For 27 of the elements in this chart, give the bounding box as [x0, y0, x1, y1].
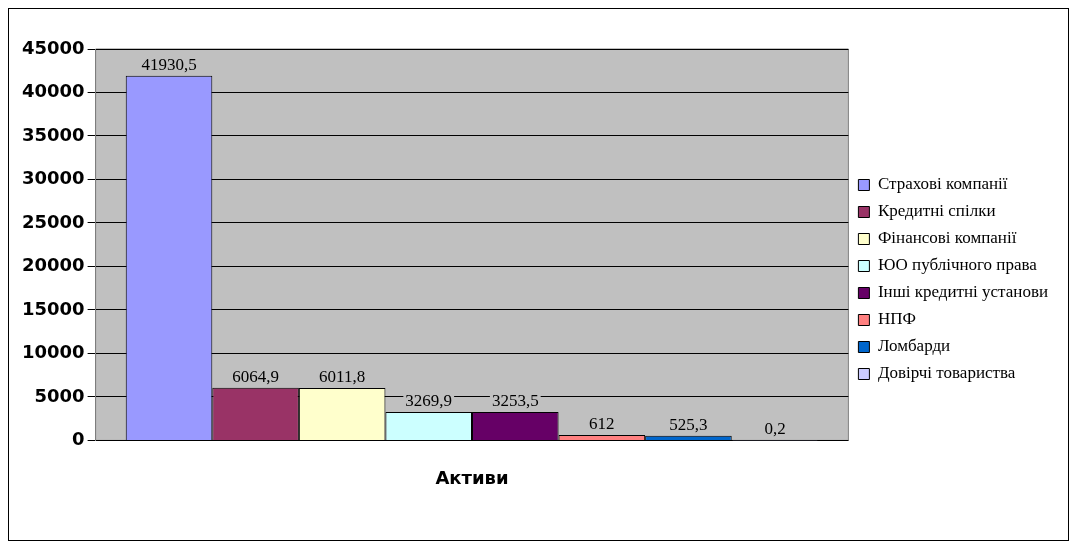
text: 525,3: [669, 414, 708, 434]
text: 6064,9: [232, 366, 279, 386]
y-tick-label: 20000: [22, 254, 85, 276]
legend-label: Інші кредитні установи: [877, 282, 1049, 302]
text: 612: [589, 414, 615, 434]
y-tick-label: 5000: [34, 384, 85, 406]
legend-label: Довірчі товариства: [877, 363, 1016, 383]
text: 0,2: [764, 419, 786, 439]
text: 3253,5: [491, 391, 539, 411]
y-tick-label: 0: [72, 428, 85, 450]
legend-label: Страхові компанії: [877, 174, 1008, 194]
y-tick-label: 15000: [22, 297, 85, 319]
y-tick-label: 35000: [22, 123, 85, 145]
legend-label: НПФ: [877, 309, 916, 329]
y-tick-label: 25000: [22, 210, 85, 232]
text: 41930,5: [141, 54, 197, 74]
y-tick-label: 30000: [22, 167, 85, 189]
legend-label: Ломбарди: [877, 336, 951, 356]
y-tick-label: 10000: [22, 341, 85, 363]
y-tick-label: 45000: [22, 36, 85, 58]
x-tick-label: Активи: [435, 466, 509, 488]
legend-label: ЮО публічного права: [877, 255, 1038, 275]
text: 3269,9: [405, 390, 453, 410]
text: 6011,8: [319, 367, 366, 387]
legend-label: Кредитні спілки: [877, 201, 996, 221]
legend-label: Фінансові компанії: [877, 228, 1017, 248]
y-tick-label: 40000: [22, 80, 85, 102]
